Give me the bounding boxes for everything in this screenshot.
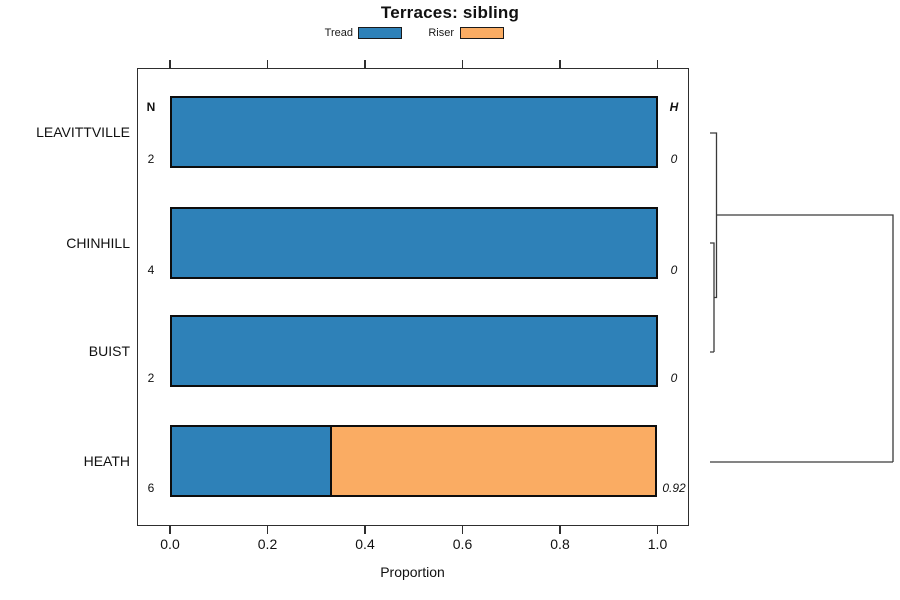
category-label: CHINHILL [66, 235, 130, 251]
category-label: BUIST [88, 343, 130, 359]
x-tick-bottom [364, 525, 366, 534]
x-tick-top [364, 60, 366, 68]
x-tick-bottom [656, 525, 659, 534]
x-tick-top [559, 60, 561, 68]
bar-segment-riser [330, 425, 657, 497]
h-value: 0 [670, 263, 678, 277]
x-tick-bottom [169, 525, 171, 534]
legend-label-tread: Tread [324, 27, 353, 39]
x-tick-bottom [266, 525, 269, 534]
x-tick-label: 0.2 [257, 536, 278, 552]
legend-swatch-tread [358, 27, 402, 39]
chart-title: Terraces: sibling [380, 3, 520, 22]
h-value: 0.92 [662, 481, 686, 495]
x-tick-bottom [461, 525, 464, 534]
category-label: LEAVITTVILLE [36, 124, 130, 140]
legend-swatch-riser [460, 27, 504, 39]
category-label: HEATH [83, 453, 130, 469]
bar-segment-tread [170, 96, 658, 168]
x-tick-top [461, 60, 464, 68]
x-tick-label: 0.4 [355, 536, 375, 552]
x-tick-bottom [559, 525, 561, 534]
legend-label-riser: Riser [428, 27, 454, 39]
x-axis-title: Proportion [380, 564, 445, 580]
dendrogram-branches [710, 132, 894, 463]
x-tick-label: 0.6 [452, 536, 473, 552]
x-tick-top [169, 60, 171, 68]
x-tick-label: 0.0 [160, 536, 180, 552]
x-tick-top [656, 60, 659, 68]
bar-segment-tread [170, 315, 658, 387]
n-value: 2 [147, 371, 155, 385]
n-value: 4 [147, 263, 155, 277]
x-tick-label: 0.8 [550, 536, 570, 552]
h-value: 0 [670, 371, 678, 385]
x-tick-label: 1.0 [647, 536, 668, 552]
h-column-header: H [669, 100, 679, 114]
n-column-header: N [146, 100, 156, 114]
h-value: 0 [670, 152, 678, 166]
plot-area [137, 68, 689, 526]
bar-segment-tread [170, 425, 332, 497]
n-value: 6 [147, 481, 155, 495]
x-tick-top [266, 60, 269, 68]
bar-segment-tread [170, 207, 658, 279]
n-value: 2 [147, 152, 155, 166]
